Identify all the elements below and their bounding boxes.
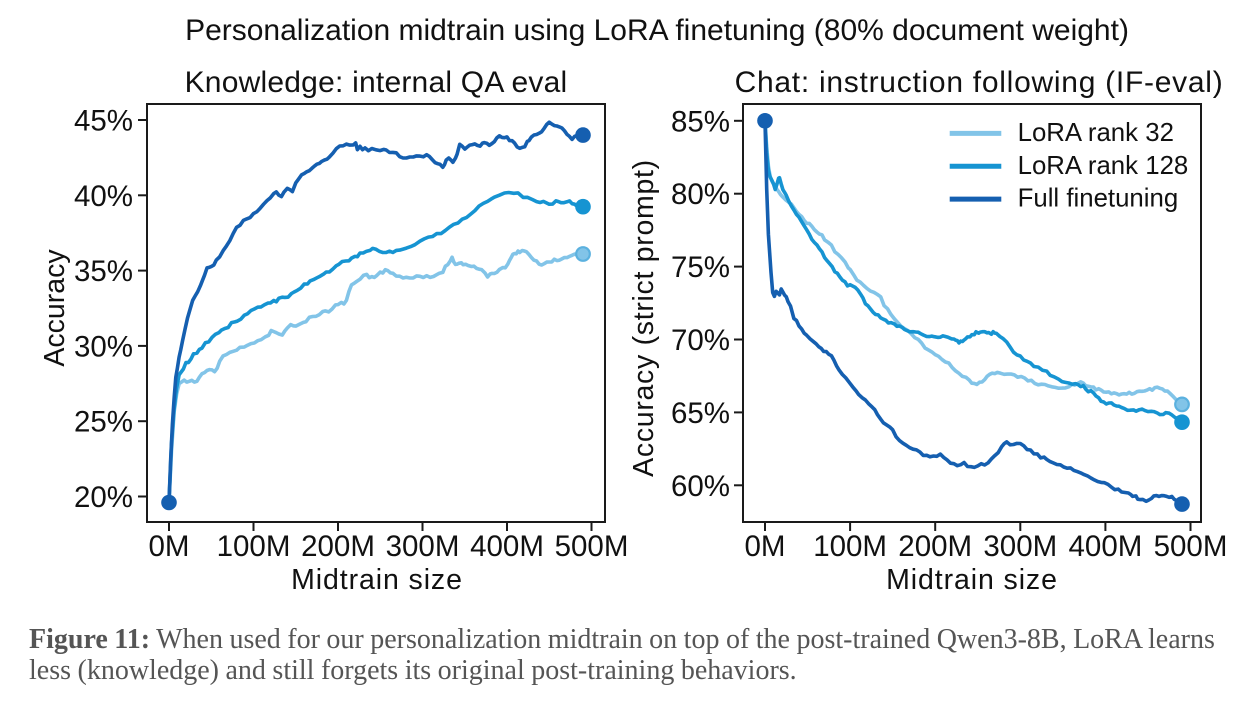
- svg-text:100M: 100M: [813, 530, 887, 563]
- svg-text:60%: 60%: [671, 470, 730, 503]
- svg-text:0M: 0M: [149, 530, 190, 563]
- svg-text:65%: 65%: [671, 397, 730, 430]
- svg-text:Full finetuning: Full finetuning: [1018, 185, 1179, 213]
- svg-text:40%: 40%: [74, 180, 133, 213]
- svg-text:45%: 45%: [74, 105, 133, 138]
- svg-text:Accuracy: Accuracy: [39, 249, 71, 367]
- svg-text:500M: 500M: [1154, 530, 1228, 563]
- svg-text:200M: 200M: [301, 530, 375, 563]
- svg-text:Knowledge: internal QA eval: Knowledge: internal QA eval: [185, 66, 568, 99]
- svg-text:Personalization midtrain using: Personalization midtrain using LoRA fine…: [185, 14, 1129, 47]
- svg-text:400M: 400M: [470, 530, 544, 563]
- svg-text:Midtrain size: Midtrain size: [291, 564, 463, 596]
- svg-text:85%: 85%: [671, 105, 730, 138]
- svg-text:25%: 25%: [74, 406, 133, 439]
- svg-text:100M: 100M: [217, 530, 291, 563]
- svg-text:0M: 0M: [745, 530, 786, 563]
- svg-text:35%: 35%: [74, 255, 133, 288]
- svg-text:Chat: instruction following (I: Chat: instruction following (IF-eval): [735, 66, 1224, 99]
- svg-text:300M: 300M: [983, 530, 1057, 563]
- svg-text:75%: 75%: [671, 251, 730, 284]
- svg-text:500M: 500M: [555, 530, 629, 563]
- svg-text:200M: 200M: [898, 530, 972, 563]
- svg-text:20%: 20%: [74, 481, 133, 514]
- svg-text:LoRA rank 32: LoRA rank 32: [1018, 119, 1174, 147]
- svg-text:70%: 70%: [671, 324, 730, 357]
- svg-text:Midtrain size: Midtrain size: [886, 564, 1058, 596]
- svg-text:30%: 30%: [74, 330, 133, 363]
- svg-text:80%: 80%: [671, 178, 730, 211]
- svg-text:Accuracy (strict prompt): Accuracy (strict prompt): [628, 159, 660, 477]
- svg-text:400M: 400M: [1069, 530, 1143, 563]
- svg-text:300M: 300M: [386, 530, 460, 563]
- svg-text:LoRA rank 128: LoRA rank 128: [1018, 152, 1189, 180]
